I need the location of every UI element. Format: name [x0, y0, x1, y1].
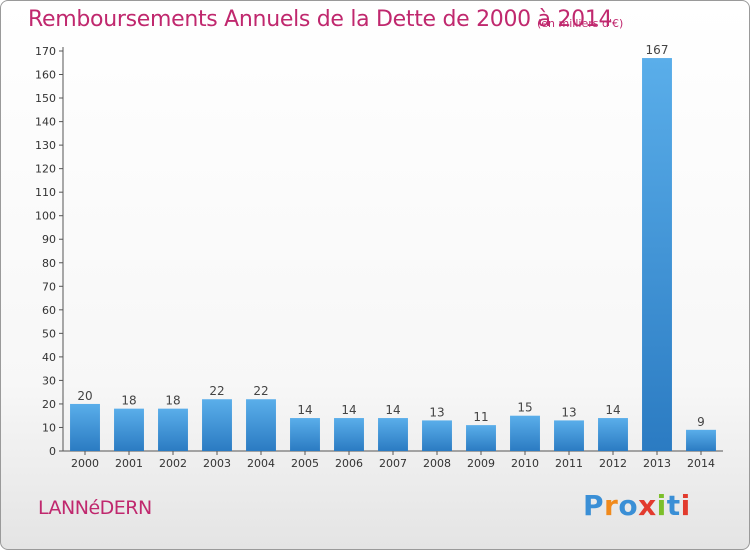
logo-letter: x: [638, 489, 657, 522]
bar: [554, 420, 584, 451]
x-tick-label: 2000: [71, 457, 99, 470]
x-tick-label: 2003: [203, 457, 231, 470]
bar: [70, 403, 100, 451]
logo-letter: r: [604, 489, 619, 522]
y-tick-label: 40: [42, 351, 56, 364]
data-label: 13: [561, 405, 576, 419]
data-label: 14: [341, 403, 356, 417]
x-tick-label: 2013: [643, 457, 671, 470]
data-label: 11: [473, 410, 488, 424]
data-label: 20: [77, 389, 92, 403]
y-tick-label: 0: [49, 445, 56, 458]
x-tick-label: 2007: [379, 457, 407, 470]
x-tick-label: 2012: [599, 457, 627, 470]
chart-title: Remboursements Annuels de la Dette de 20…: [28, 7, 613, 32]
data-label: 15: [517, 401, 532, 415]
y-tick-label: 20: [42, 398, 56, 411]
x-tick-label: 2004: [247, 457, 275, 470]
data-label: 9: [697, 415, 705, 429]
y-tick-label: 170: [35, 45, 56, 58]
data-label: 22: [253, 384, 268, 398]
bar: [290, 418, 320, 451]
data-label: 14: [605, 403, 620, 417]
x-tick-label: 2009: [467, 457, 495, 470]
y-tick-label: 150: [35, 92, 56, 105]
data-label: 14: [385, 403, 400, 417]
data-label: 167: [646, 43, 669, 57]
y-tick-label: 60: [42, 304, 56, 317]
y-tick-label: 90: [42, 233, 56, 246]
data-label: 13: [429, 405, 444, 419]
bar: [378, 418, 408, 451]
y-tick-label: 70: [42, 280, 56, 293]
bar: [642, 58, 672, 451]
x-tick-label: 2006: [335, 457, 363, 470]
data-label: 22: [209, 384, 224, 398]
y-tick-label: 140: [35, 116, 56, 129]
bar: [246, 399, 276, 451]
bar: [686, 429, 716, 451]
bar: [422, 420, 452, 451]
bar: [114, 408, 144, 451]
bar: [466, 425, 496, 451]
y-tick-label: 50: [42, 327, 56, 340]
proxiti-logo: Proxiti: [583, 489, 691, 522]
y-tick-label: 130: [35, 139, 56, 152]
data-label: 18: [165, 394, 180, 408]
data-label: 18: [121, 394, 136, 408]
logo-letter: P: [583, 489, 605, 522]
x-tick-label: 2001: [115, 457, 143, 470]
x-tick-label: 2011: [555, 457, 583, 470]
y-tick-label: 110: [35, 186, 56, 199]
logo-letter: i: [656, 489, 667, 522]
logo-letter: i: [680, 489, 691, 522]
bar: [158, 408, 188, 451]
x-tick-label: 2002: [159, 457, 187, 470]
commune-name: LANNéDERN: [38, 497, 152, 519]
logo-letter: o: [618, 489, 639, 522]
y-tick-label: 80: [42, 257, 56, 270]
y-tick-label: 30: [42, 374, 56, 387]
y-tick-label: 100: [35, 210, 56, 223]
y-tick-label: 160: [35, 69, 56, 82]
bar: [202, 399, 232, 451]
y-tick-label: 10: [42, 421, 56, 434]
chart-subtitle: (en milliers d'€): [537, 17, 624, 30]
x-tick-label: 2005: [291, 457, 319, 470]
logo-letter: t: [666, 489, 681, 522]
y-tick-label: 120: [35, 163, 56, 176]
x-tick-label: 2010: [511, 457, 539, 470]
bar: [334, 418, 364, 451]
data-label: 14: [297, 403, 312, 417]
bar: [598, 418, 628, 451]
bar: [510, 415, 540, 451]
x-tick-label: 2008: [423, 457, 451, 470]
x-tick-label: 2014: [687, 457, 715, 470]
